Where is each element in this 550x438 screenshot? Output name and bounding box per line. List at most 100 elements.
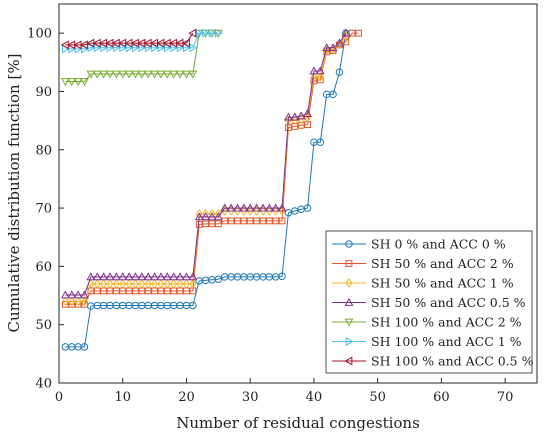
legend-entry: SH 100 % and ACC 2 % xyxy=(332,314,522,329)
x-tick-label: 0 xyxy=(55,390,63,405)
data-point xyxy=(182,272,191,281)
data-point xyxy=(169,70,179,79)
x-tick-label: 20 xyxy=(178,390,195,405)
data-point xyxy=(132,43,141,53)
series-line xyxy=(65,33,347,348)
data-point xyxy=(189,279,197,289)
legend-entry: SH 100 % and ACC 1 % xyxy=(332,334,522,349)
data-point xyxy=(112,279,120,289)
data-point xyxy=(348,29,356,37)
legend-label: SH 0 % and ACC 0 % xyxy=(371,236,506,251)
series-7 xyxy=(60,28,197,50)
legend-label: SH 100 % and ACC 2 % xyxy=(371,314,522,329)
data-point xyxy=(150,272,160,281)
data-point xyxy=(239,203,249,212)
data-point xyxy=(322,43,332,52)
series-4 xyxy=(60,28,351,299)
x-axis-label: Number of residual congestions xyxy=(176,414,420,432)
data-point xyxy=(277,203,287,212)
data-point xyxy=(74,296,82,307)
data-point xyxy=(316,72,324,82)
data-point xyxy=(105,70,115,79)
data-point xyxy=(144,43,153,53)
data-point xyxy=(315,66,325,75)
data-point xyxy=(105,272,115,281)
data-point xyxy=(214,28,223,38)
data-point xyxy=(323,45,331,56)
data-point xyxy=(202,220,209,228)
data-point xyxy=(131,279,139,289)
data-point xyxy=(207,212,217,221)
data-point xyxy=(264,203,274,212)
data-point xyxy=(106,43,115,53)
data-point xyxy=(220,203,230,212)
x-tick-label: 50 xyxy=(369,390,386,405)
data-point xyxy=(79,40,88,50)
data-point xyxy=(137,70,147,79)
legend-marker xyxy=(344,356,353,366)
x-tick-label: 30 xyxy=(242,390,259,405)
data-point xyxy=(246,206,254,216)
data-point xyxy=(112,43,121,53)
data-point xyxy=(157,43,166,53)
data-point xyxy=(202,209,210,219)
legend-label: SH 50 % and ACC 1 % xyxy=(371,275,514,290)
data-point xyxy=(143,272,153,281)
data-point xyxy=(253,206,261,216)
data-point xyxy=(162,70,172,79)
data-point xyxy=(111,70,121,79)
x-tick-label: 60 xyxy=(433,390,450,405)
data-point xyxy=(175,272,185,281)
data-point xyxy=(150,70,160,79)
data-point xyxy=(156,70,166,79)
data-point xyxy=(213,212,223,221)
data-point xyxy=(151,279,159,289)
data-point xyxy=(240,206,248,216)
data-point xyxy=(93,279,101,289)
data-point xyxy=(181,38,190,48)
legend-marker xyxy=(345,240,353,248)
data-point xyxy=(87,43,96,53)
series-line xyxy=(65,32,194,46)
data-point xyxy=(233,203,242,212)
data-point xyxy=(310,72,318,82)
y-axis-label: Cumulative distribution function [%] xyxy=(5,54,23,333)
data-point xyxy=(163,279,171,289)
data-point xyxy=(342,31,350,41)
y-tick-label: 60 xyxy=(35,260,52,275)
data-point xyxy=(86,272,96,281)
data-point xyxy=(137,272,147,281)
data-point xyxy=(162,272,172,281)
legend: SH 0 % and ACC 0 % SH 50 % and ACC 2 % SH … xyxy=(325,230,534,374)
data-point xyxy=(86,70,96,79)
data-point xyxy=(106,279,114,289)
data-point xyxy=(202,28,211,38)
data-point xyxy=(208,28,217,38)
series-line xyxy=(65,32,359,305)
x-tick-label: 10 xyxy=(114,390,131,405)
data-point xyxy=(278,217,286,225)
data-point xyxy=(163,43,172,53)
series-group xyxy=(60,28,362,351)
data-point xyxy=(342,38,350,46)
data-point xyxy=(278,206,286,216)
data-point xyxy=(297,121,305,129)
data-point xyxy=(176,279,184,289)
data-point xyxy=(68,296,76,307)
data-point xyxy=(355,29,362,37)
data-point xyxy=(252,203,262,212)
data-point xyxy=(297,114,305,125)
data-point xyxy=(183,43,192,53)
data-point xyxy=(143,70,153,79)
data-point xyxy=(169,272,179,281)
data-point xyxy=(61,296,69,307)
legend-label: SH 100 % and ACC 0.5 % xyxy=(371,353,534,368)
data-point xyxy=(175,70,185,79)
data-point xyxy=(170,43,179,53)
data-point xyxy=(124,272,134,281)
data-point xyxy=(144,279,152,289)
y-tick-label: 50 xyxy=(35,318,52,333)
data-point xyxy=(131,70,140,79)
data-point xyxy=(265,217,273,225)
data-point xyxy=(80,343,89,351)
